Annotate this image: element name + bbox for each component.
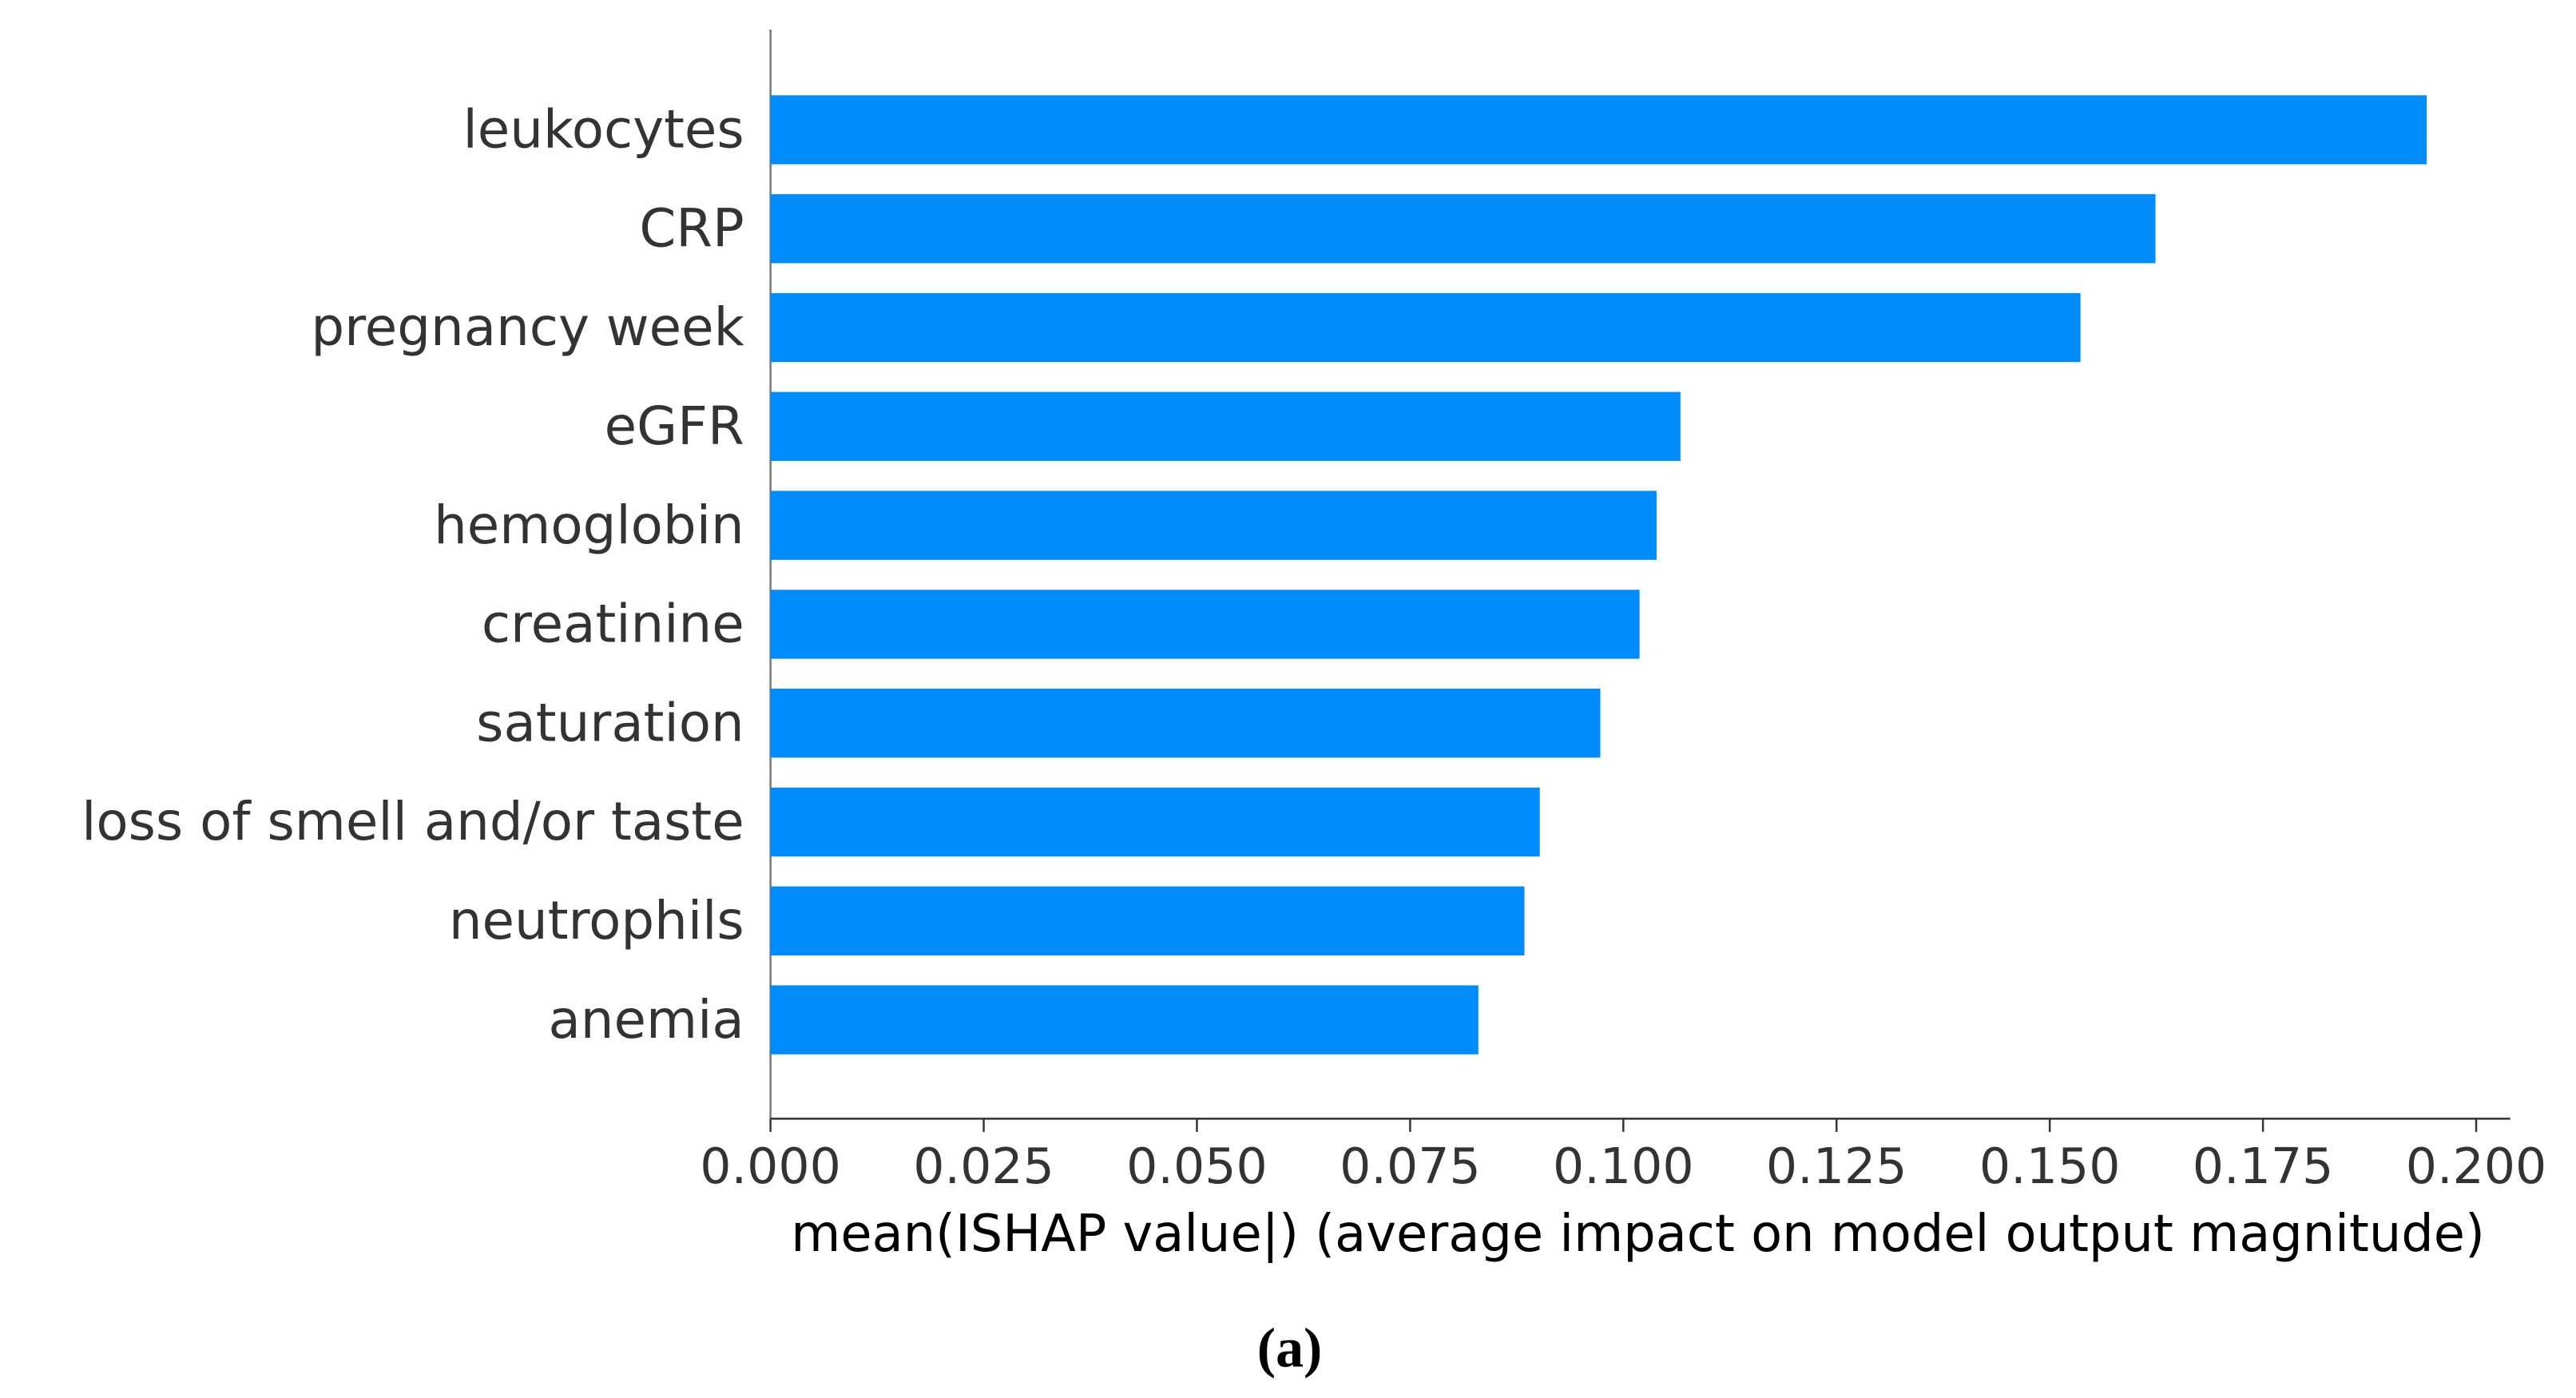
x-tick-label: 0.125	[1766, 1138, 1907, 1195]
bar	[770, 985, 1479, 1054]
x-tick-label: 0.200	[2406, 1138, 2547, 1195]
x-tick-label: 0.100	[1553, 1138, 1694, 1195]
x-tick-label: 0.175	[2193, 1138, 2334, 1195]
y-tick-label: neutrophils	[449, 890, 744, 951]
y-tick-label: hemoglobin	[434, 494, 744, 556]
bar	[770, 886, 1525, 956]
bar	[770, 194, 2156, 264]
y-tick-label: creatinine	[482, 594, 744, 655]
y-tick-label: leukocytes	[463, 99, 744, 161]
bar	[770, 787, 1540, 857]
y-tick-label: pregnancy week	[311, 296, 744, 358]
x-tick-label: 0.000	[700, 1138, 841, 1195]
bar	[770, 590, 1640, 659]
x-tick-label: 0.025	[913, 1138, 1054, 1195]
x-axis-label: mean(ISHAP value|) (average impact on mo…	[791, 1205, 2485, 1264]
y-tick-label: loss of smell and/or taste	[81, 791, 744, 852]
bar	[770, 689, 1601, 758]
y-tick-label: CRP	[639, 197, 744, 259]
bar	[770, 391, 1681, 462]
y-tick-label: eGFR	[605, 395, 744, 457]
bar	[770, 95, 2427, 165]
bar	[770, 292, 2081, 363]
bar	[770, 490, 1657, 560]
caption: (a)	[1257, 1318, 1323, 1380]
y-tick-label: saturation	[476, 692, 744, 753]
x-tick-label: 0.150	[1979, 1138, 2121, 1195]
x-tick-label: 0.075	[1340, 1138, 1481, 1195]
x-tick-label: 0.050	[1126, 1138, 1268, 1195]
y-tick-label: anemia	[548, 989, 744, 1050]
